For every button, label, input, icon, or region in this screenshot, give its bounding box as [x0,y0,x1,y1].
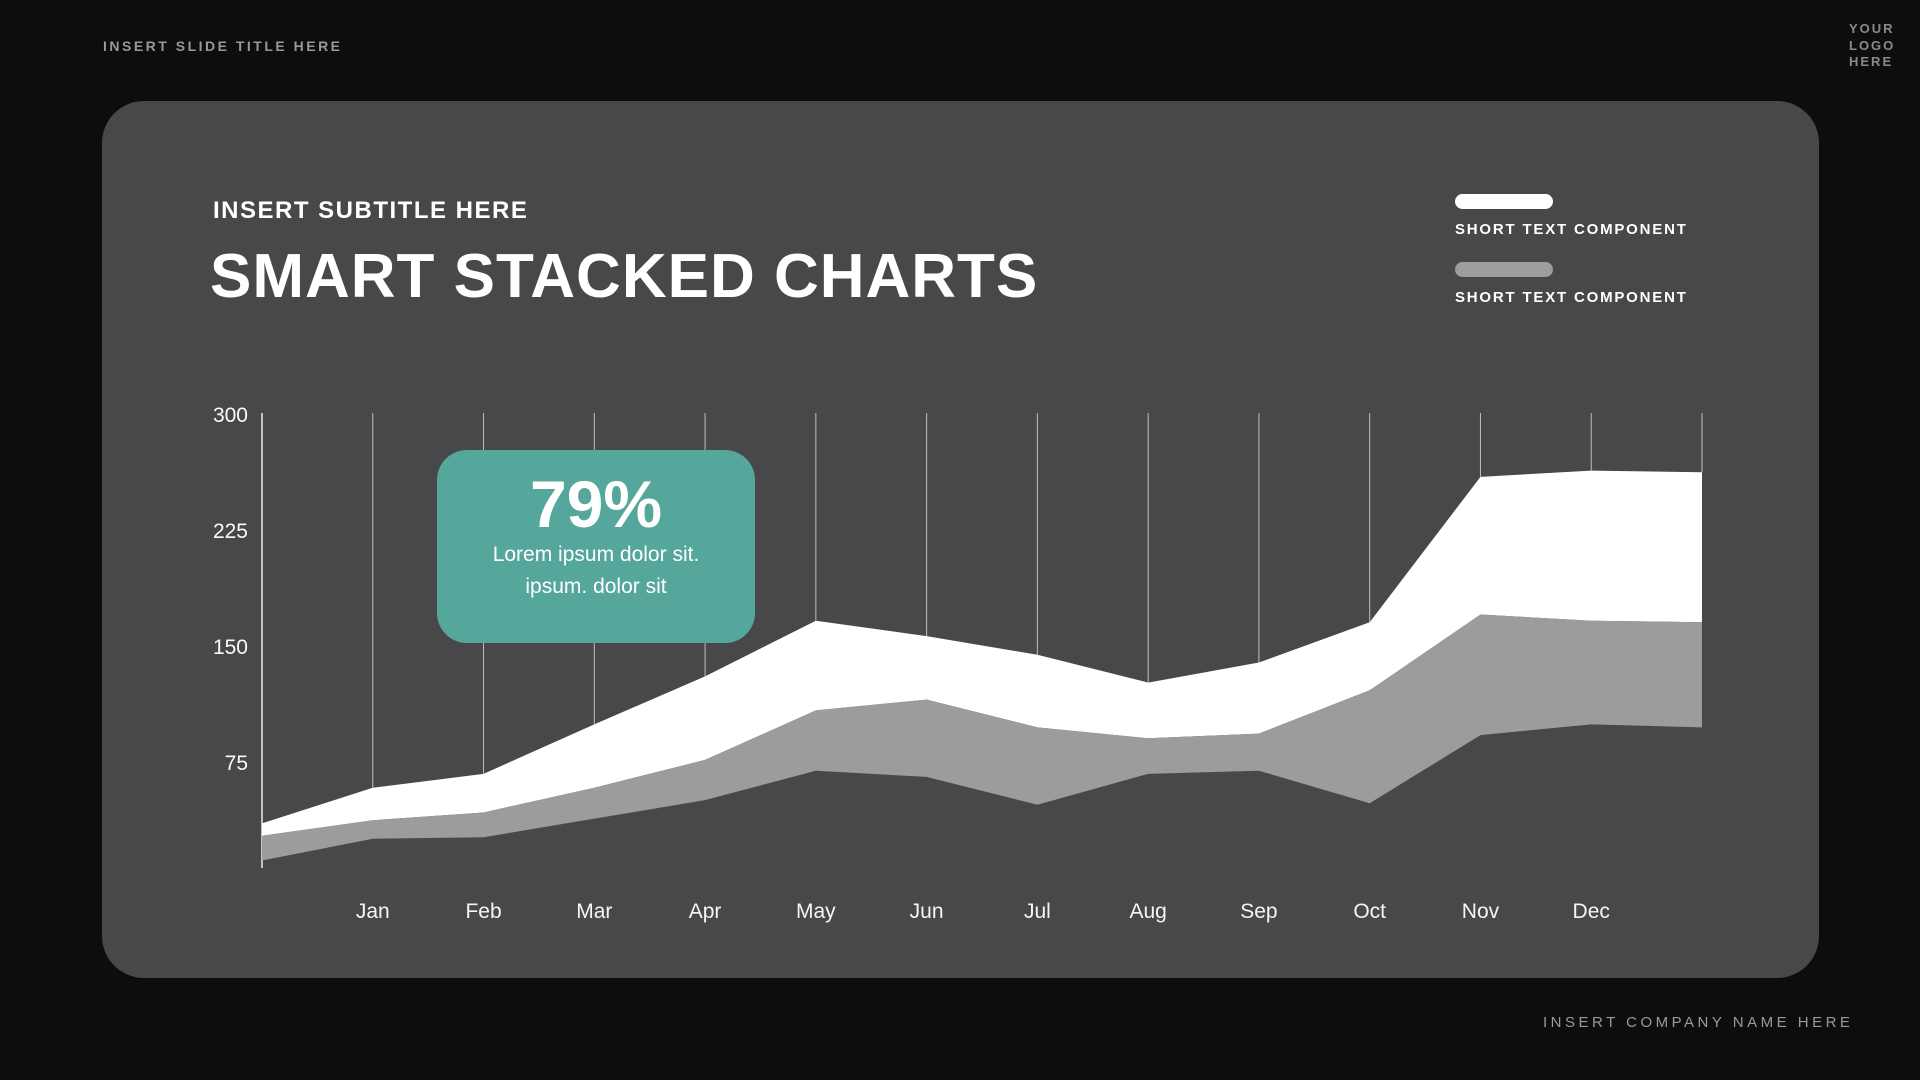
logo-line: YOUR [1849,21,1895,36]
callout-text: ipsum. dolor sit [525,575,667,599]
logo-line: LOGO [1849,37,1896,53]
logo-placeholder: YOUR LOGO HERE [1849,21,1895,71]
slide-title: INSERT SLIDE TITLE HERE [103,38,343,54]
legend-item: SHORT TEXT COMPONENT [1455,262,1688,306]
card-title: SMART STACKED CHARTS [210,242,1039,311]
legend-item: SHORT TEXT COMPONENT [1455,194,1688,238]
callout-text: Lorem ipsum dolor sit. [492,543,700,567]
legend-swatch-series1 [1455,194,1553,209]
company-name: INSERT COMPANY NAME HERE [1543,1014,1854,1031]
card-subtitle: INSERT SUBTITLE HERE [213,197,529,224]
chart-card: INSERT SUBTITLE HERE SMART STACKED CHART… [102,101,1819,978]
callout-percentage: 79% [529,467,663,541]
legend-label: SHORT TEXT COMPONENT [1455,221,1688,238]
chart-callout: 79% Lorem ipsum dolor sit. ipsum. dolor … [437,450,755,643]
legend-swatch-series2 [1455,262,1553,277]
legend-label: SHORT TEXT COMPONENT [1455,289,1688,306]
logo-line: HERE [1849,54,1894,69]
chart-legend: SHORT TEXT COMPONENT SHORT TEXT COMPONEN… [1455,194,1688,330]
